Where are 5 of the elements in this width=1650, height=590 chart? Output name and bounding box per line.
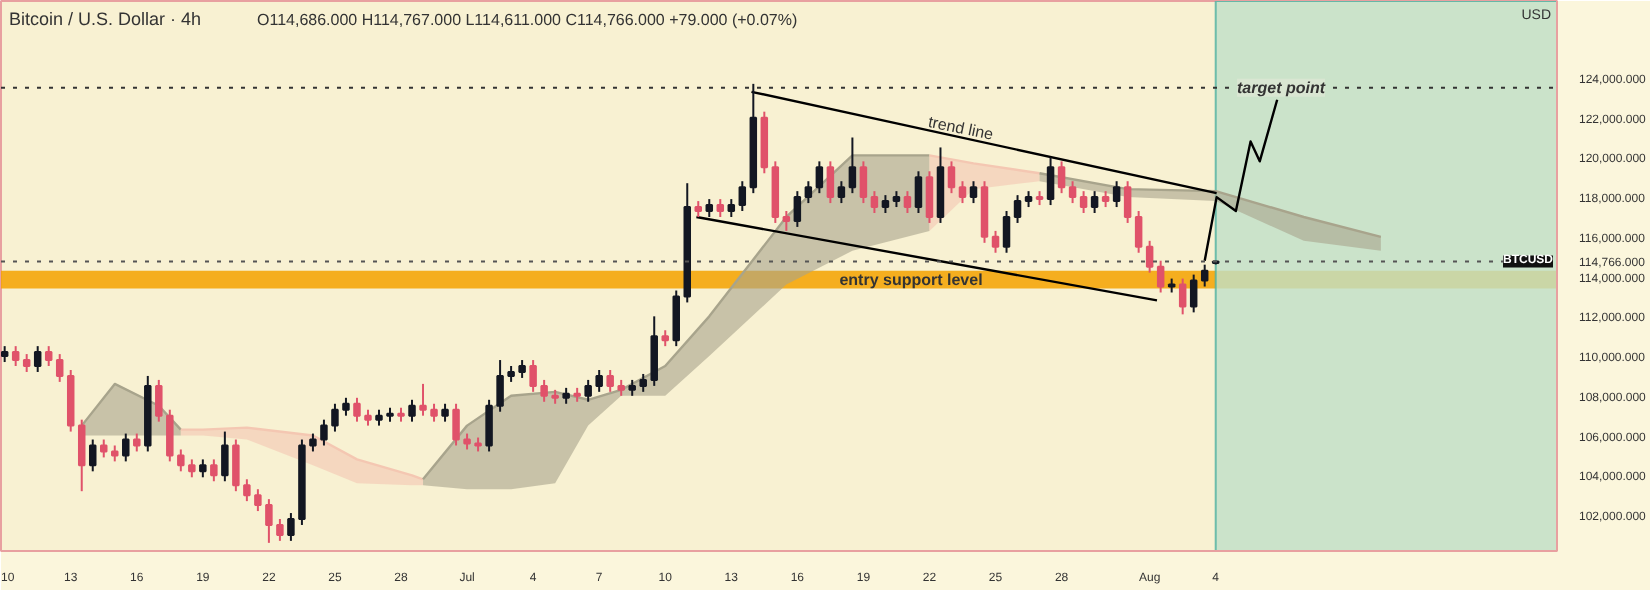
chart-title: Bitcoin / U.S. Dollar · 4h bbox=[9, 9, 202, 29]
band-label: entry support level bbox=[839, 270, 983, 289]
text: O114,686.000 H114,767.000 L114,611.000 C114,766.000 +79.000 (+0.07%) bbox=[257, 11, 798, 29]
ref-line-label: target point bbox=[1237, 78, 1326, 97]
annotation: trend line bbox=[926, 113, 996, 144]
